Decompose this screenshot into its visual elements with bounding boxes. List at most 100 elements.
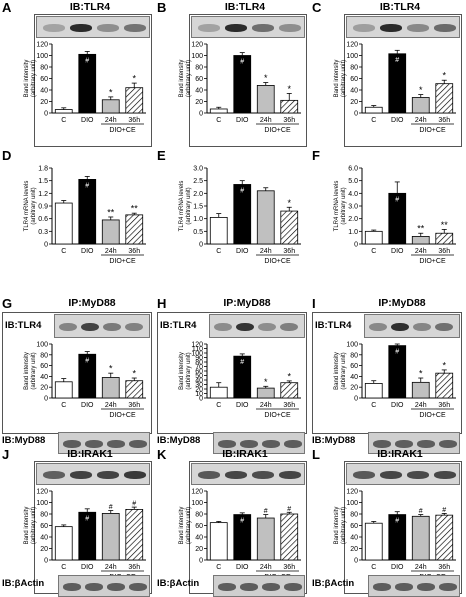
inner-ib-label: IB:TLR4 xyxy=(5,320,42,331)
y-tick-label: 0 xyxy=(44,242,48,249)
category-label: 36h xyxy=(283,402,295,409)
western-blot xyxy=(54,314,150,338)
y-tick-label: 20 xyxy=(195,387,203,394)
blot-band xyxy=(70,24,92,32)
y-tick-label: 60 xyxy=(195,369,203,376)
y-tick-label: 0 xyxy=(44,396,48,403)
blot-band xyxy=(218,440,236,448)
bar-chart: 0 20 40 60 80 100 Band intensity(arbitrary uni… xyxy=(334,342,456,419)
y-axis-label: Band intensity(arbitrary unit) xyxy=(179,352,192,390)
bar-chart: 0 0.5 1.0 1.5 2.0 2.5 3.0 TLR4 mRNA levels(arbi… xyxy=(179,166,301,265)
significance-mark: * xyxy=(264,73,268,83)
western-blot xyxy=(191,463,305,485)
blot-band xyxy=(391,322,409,332)
y-tick-label: 60 xyxy=(40,76,48,83)
significance-mark: # xyxy=(109,504,113,511)
significance-mark: * xyxy=(287,84,291,94)
y-tick-label: 100 xyxy=(346,342,358,349)
y-tick-label: 40 xyxy=(195,535,203,542)
panel-letter: L xyxy=(312,447,320,462)
category-label: 36h xyxy=(438,117,450,124)
y-tick-label: 20 xyxy=(350,385,358,392)
significance-mark: # xyxy=(132,501,136,508)
category-label: DIO xyxy=(236,402,249,409)
y-tick-label: 100 xyxy=(346,500,358,507)
blot-band xyxy=(225,471,247,479)
y-tick-label: 60 xyxy=(350,523,358,530)
blot-band xyxy=(439,440,457,448)
y-tick-label: 80 xyxy=(195,65,203,72)
blot-band xyxy=(124,471,146,479)
bar-24h xyxy=(256,85,275,114)
category-label: 24h xyxy=(260,564,272,571)
y-tick-label: 40 xyxy=(40,374,48,381)
significance-mark: # xyxy=(240,187,244,194)
loading-control-label: IB:MyD88 xyxy=(312,435,356,446)
panel-title: IP:MyD88 xyxy=(68,297,116,309)
bar-dio xyxy=(78,353,97,399)
bar-chart: 0 20 40 60 80 100 120 Band intensity(arbitrary … xyxy=(179,42,301,134)
category-label: C xyxy=(61,117,66,124)
blot-band xyxy=(380,24,402,32)
y-tick-label: 60 xyxy=(195,76,203,83)
significance-mark: * xyxy=(132,74,136,84)
y-axis-label: TLR4 mRNA levels(arbitrary unit) xyxy=(179,181,192,232)
bar-c xyxy=(209,522,228,561)
bar-chart: 0 20 40 60 80 100 120 Band intensity(arbitrary … xyxy=(24,42,146,134)
panel-title: IB:IRAK1 xyxy=(377,448,423,460)
y-tick-label: 20 xyxy=(350,546,358,553)
loading-control-label: IB:MyD88 xyxy=(157,435,201,446)
y-tick-label: 0 xyxy=(199,111,203,118)
blot-band xyxy=(85,583,103,591)
category-label: 24h xyxy=(260,402,272,409)
panel-title: IB:TLR4 xyxy=(379,1,421,13)
bar-c xyxy=(54,202,73,245)
significance-mark: # xyxy=(419,508,423,515)
y-axis-label: TLR4 mRNA levels(arbitrary unit) xyxy=(334,181,347,232)
category-label: C xyxy=(371,117,376,124)
blot-band xyxy=(262,440,280,448)
bar-36h xyxy=(280,382,299,399)
category-label: C xyxy=(61,402,66,409)
y-tick-label: 40 xyxy=(195,88,203,95)
y-tick-label: 3.0 xyxy=(348,204,358,211)
y-tick-label: 0 xyxy=(354,558,358,565)
y-tick-label: 100 xyxy=(191,500,203,507)
category-label: 24h xyxy=(415,117,427,124)
bar-c xyxy=(54,526,73,561)
bar-c xyxy=(364,106,383,114)
significance-mark: # xyxy=(287,506,291,513)
y-tick-label: 40 xyxy=(40,88,48,95)
panel-a: A IB:TLR4 0 20 40 60 80 100 120 Band intensity(ar… xyxy=(2,0,152,147)
dio-ce-label: DIO+CE xyxy=(109,258,136,265)
y-tick-label: 120 xyxy=(36,489,48,496)
category-label: C xyxy=(61,564,66,571)
significance-mark: * xyxy=(109,364,113,374)
y-axis-label: Band intensity(arbitrary unit) xyxy=(24,60,37,98)
bar-36h xyxy=(125,509,144,561)
y-tick-label: 60 xyxy=(40,523,48,530)
y-tick-label: 0.9 xyxy=(38,204,48,211)
bar-c xyxy=(364,230,383,245)
dio-ce-label: DIO+CE xyxy=(419,412,446,419)
blot-band xyxy=(85,440,103,448)
dio-ce-label: DIO+CE xyxy=(109,127,136,134)
dio-ce-label: DIO+CE xyxy=(264,127,291,134)
y-tick-label: 4.0 xyxy=(348,191,358,198)
blot-band xyxy=(240,440,258,448)
y-tick-label: 40 xyxy=(195,378,203,385)
significance-mark: ** xyxy=(441,220,449,230)
panel-d: D 0 0.3 0.6 0.9 1.2 1.5 1.8 TLR4 mRNA levels(arb… xyxy=(2,148,152,293)
y-tick-label: 6.0 xyxy=(348,166,358,173)
category-label: C xyxy=(216,564,221,571)
y-axis-label: Band intensity(arbitrary unit) xyxy=(24,352,37,390)
y-tick-label: 2.5 xyxy=(193,178,203,185)
y-tick-label: 50 xyxy=(195,373,203,380)
bar-24h xyxy=(101,513,120,561)
category-label: C xyxy=(371,564,376,571)
dio-ce-label: DIO+CE xyxy=(419,258,446,265)
bar-36h xyxy=(125,380,144,399)
y-tick-label: 90 xyxy=(195,355,203,362)
loading-control-blot xyxy=(58,432,150,454)
